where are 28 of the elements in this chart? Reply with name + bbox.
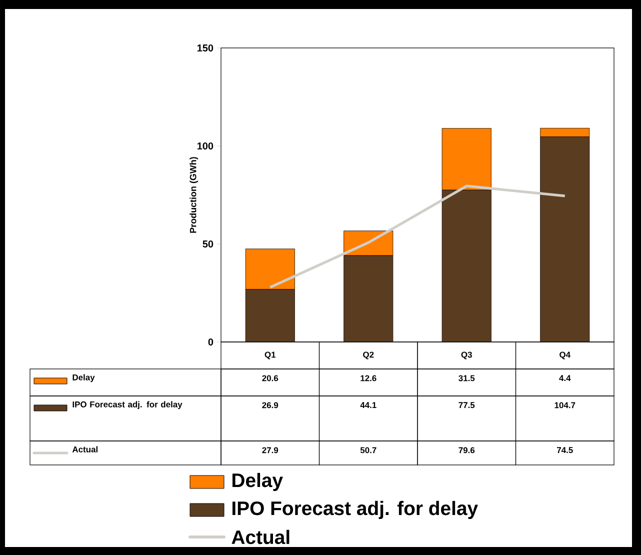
data-label: 77.5: [458, 402, 475, 408]
x-tick-label: Q1: [264, 352, 276, 360]
x-tick-label: Q4: [560, 352, 570, 360]
data-label: 26.9: [262, 402, 278, 408]
text: IPO Forecast adj. for delay: [232, 500, 478, 520]
data-label: 50.7: [360, 447, 376, 454]
data-label: 12.6: [360, 375, 376, 382]
text: Delay: [232, 472, 283, 492]
legend-label: Delay: [72, 374, 95, 382]
data-label: 104.7: [554, 402, 576, 408]
y-tick-label: 50: [202, 240, 214, 248]
data-label: 31.5: [458, 375, 475, 382]
y-tick-label: 0: [208, 338, 214, 346]
y-axis-title: Production (GWh): [190, 157, 198, 233]
data-label: 44.1: [360, 402, 376, 408]
x-tick-label: Q2: [363, 352, 374, 360]
line-series: [268, 184, 566, 289]
data-label: 4.4: [559, 375, 571, 382]
y-tick-label: 100: [197, 142, 214, 150]
x-tick-label: Q3: [461, 352, 472, 360]
data-label: 20.6: [262, 375, 278, 382]
data-label: 79.6: [458, 447, 475, 454]
data-label: 74.5: [557, 447, 573, 454]
text: Actual: [232, 530, 290, 544]
legend-label: IPO Forecast adj. for delay: [72, 401, 182, 410]
legend-label: Actual: [72, 446, 98, 452]
data-label: 27.9: [262, 447, 278, 454]
y-tick-label: 150: [197, 44, 214, 52]
